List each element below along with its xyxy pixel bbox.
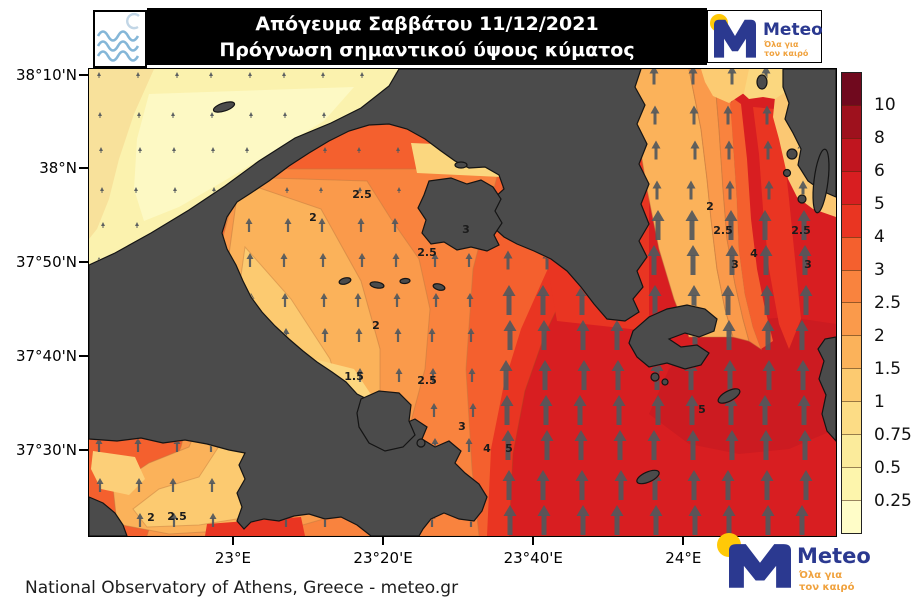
svg-text:2: 2	[147, 511, 155, 524]
colorbar-value: 0.5	[874, 458, 902, 478]
wave-direction-arrows	[95, 69, 813, 535]
colorbar-segment	[842, 236, 861, 270]
colorbar-segment	[842, 203, 861, 237]
svg-text:2: 2	[706, 200, 714, 213]
lat-label: 37°50'N	[15, 252, 77, 271]
credit-text: National Observatory of Athens, Greece -…	[25, 578, 459, 598]
colorbar-segment	[842, 104, 861, 138]
lat-tick	[79, 74, 88, 76]
colorbar-value: 8	[874, 128, 885, 148]
title-bar: Απόγευμα Σαββάτου 11/12/2021 Πρόγνωση ση…	[147, 8, 707, 65]
svg-text:4: 4	[483, 442, 491, 455]
colorbar-segment	[842, 368, 861, 402]
lat-tick	[79, 355, 88, 358]
meteo-logo-top: Meteo Όλα για τον καιρό	[707, 10, 823, 63]
svg-text:2.5: 2.5	[791, 224, 811, 237]
lat-label: 38°N	[39, 158, 77, 177]
colorbar-value: 1.5	[874, 359, 902, 379]
meteo-logo-tagline: Όλα για τον καιρό	[764, 40, 809, 59]
svg-text:3: 3	[731, 258, 739, 271]
lon-tick	[382, 537, 385, 545]
meteo-logo-mark	[717, 533, 791, 588]
meteo-m-icon	[729, 544, 791, 588]
colorbar-value: 4	[874, 227, 885, 247]
colorbar-segment	[842, 269, 861, 303]
svg-text:4: 4	[750, 247, 758, 260]
svg-text:2: 2	[372, 319, 380, 332]
lon-label: 24°E	[665, 549, 702, 567]
meteo-logo-name: Meteo	[797, 544, 871, 568]
meteo-logo-mark	[710, 14, 756, 58]
lon-label: 23°E	[214, 549, 251, 567]
colorbar-value: 2	[874, 326, 885, 346]
colorbar-segment	[842, 73, 861, 105]
title-line2: Πρόγνωση σημαντικού ύψους κύματος	[219, 38, 635, 61]
svg-text:3: 3	[462, 223, 470, 236]
wave-icon	[93, 10, 147, 68]
svg-text:1.5: 1.5	[344, 370, 364, 383]
colorbar-segment	[842, 401, 861, 435]
lon-tick	[682, 537, 685, 545]
colorbar-segment	[842, 335, 861, 369]
colorbar-value: 0.25	[874, 491, 912, 511]
colorbar-segment	[842, 302, 861, 336]
svg-text:2.5: 2.5	[167, 510, 187, 523]
lat-label: 37°30'N	[15, 441, 77, 459]
meteo-logo-name: Meteo	[763, 20, 823, 40]
colorbar-value: 3	[874, 260, 885, 280]
colorbar-value: 1	[874, 392, 885, 412]
lat-tick	[79, 449, 88, 451]
svg-text:2.5: 2.5	[417, 374, 437, 387]
title-line1: Απόγευμα Σαββάτου 11/12/2021	[255, 12, 599, 35]
colorbar-segment	[842, 170, 861, 204]
meteo-logo-bottom: Meteo Όλα για τον καιρό	[705, 530, 915, 600]
svg-text:3: 3	[458, 420, 466, 433]
colorbar-value: 5	[874, 194, 885, 214]
lat-tick	[79, 260, 88, 263]
colorbar-segment	[842, 499, 861, 533]
wave-height-colorbar	[841, 72, 862, 534]
meteo-m-icon	[714, 19, 756, 58]
lon-label: 23°20'E	[353, 549, 413, 567]
lon-tick	[532, 537, 535, 545]
colorbar-segment	[842, 467, 861, 500]
colorbar-segment	[842, 434, 861, 468]
lat-label: 38°10'N	[15, 66, 77, 84]
colorbar-value: 10	[874, 95, 896, 115]
svg-text:2: 2	[309, 211, 317, 224]
svg-text:2.5: 2.5	[352, 188, 372, 201]
colorbar-value: 0.75	[874, 425, 912, 445]
svg-text:2.5: 2.5	[713, 224, 733, 237]
lon-tick	[231, 537, 234, 545]
colorbar-segment	[842, 137, 861, 171]
lon-label: 23°40'E	[503, 549, 563, 567]
wave-height-map: 2.5 2 2.5 3 2 1.5 2.5 2 2.5 3 4 5 5 2 2.5 3 4 2.5 3	[88, 68, 837, 537]
svg-text:3: 3	[804, 258, 812, 271]
lat-tick	[79, 166, 88, 169]
svg-text:2.5: 2.5	[417, 246, 437, 259]
colorbar-value: 2.5	[874, 293, 902, 313]
svg-text:5: 5	[505, 442, 513, 455]
meteo-logo-tagline: Όλα για τον καιρό	[799, 570, 855, 593]
colorbar-value: 6	[874, 161, 885, 181]
lat-label: 37°40'N	[15, 347, 77, 366]
svg-text:5: 5	[698, 403, 706, 416]
